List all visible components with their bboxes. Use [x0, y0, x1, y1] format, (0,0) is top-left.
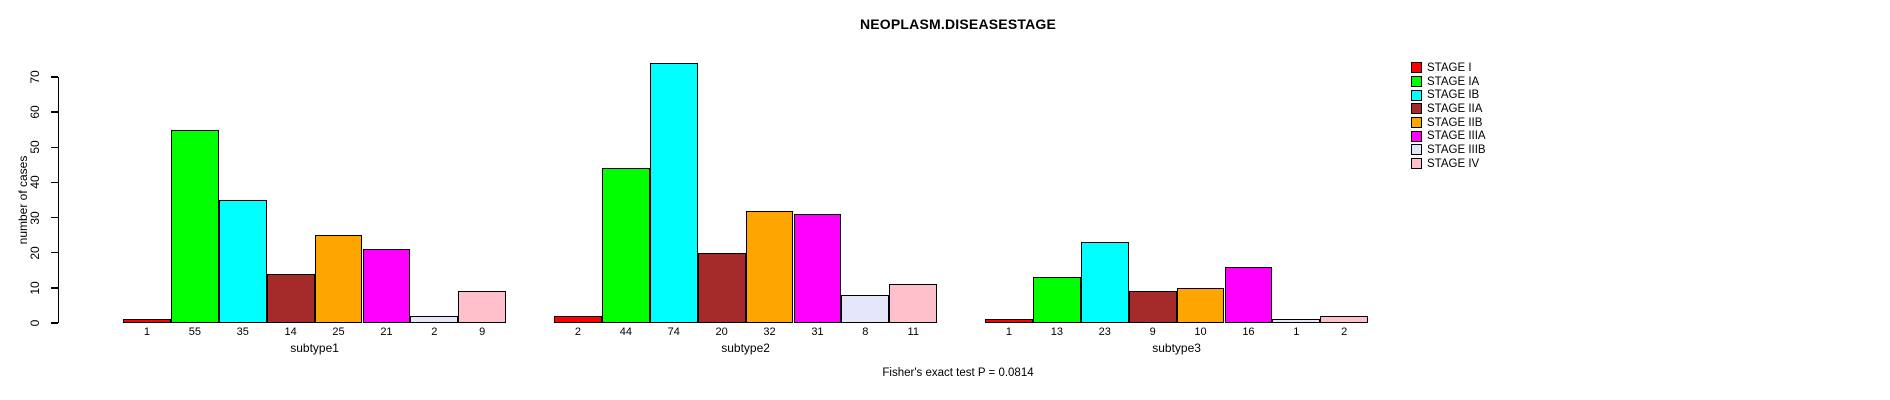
- bar-subtype3-stage-iv: [1320, 315, 1369, 323]
- y-axis-tick-label: 70: [28, 70, 42, 84]
- bar-subtype3-stage-ib: [1080, 242, 1129, 323]
- bar-value-label: 20: [715, 326, 728, 338]
- y-axis-tick-label: 20: [28, 246, 42, 260]
- legend-swatch: [1411, 76, 1422, 88]
- bar-value-label: 8: [862, 326, 869, 338]
- y-axis-title: number of cases: [16, 155, 30, 245]
- legend-label: STAGE IIIA: [1427, 130, 1486, 143]
- bar-value-label: 14: [284, 326, 297, 338]
- group-label-subtype2: subtype2: [721, 341, 770, 355]
- legend-item-stage-iib: STAGE IIB: [1411, 116, 1486, 130]
- legend-label: STAGE IIA: [1427, 102, 1483, 115]
- bar-subtype2-stage-iib: [745, 210, 794, 323]
- legend-label: STAGE IIIB: [1427, 143, 1486, 156]
- bar-value-label: 9: [1149, 326, 1156, 338]
- bar-value-label: 9: [479, 326, 486, 338]
- y-axis-tick: [50, 287, 58, 289]
- legend-swatch: [1411, 130, 1422, 142]
- bar-value-label: 16: [1242, 326, 1255, 338]
- y-axis-tick: [50, 322, 58, 324]
- y-axis-tick: [50, 111, 58, 113]
- bar-value-label: 1: [1293, 326, 1300, 338]
- legend-swatch: [1411, 117, 1422, 129]
- legend-swatch: [1411, 62, 1422, 74]
- legend-item-stage-ia: STAGE IA: [1411, 75, 1486, 89]
- legend: STAGE I STAGE IA STAGE IB STAGE IIA STAGE II…: [1411, 61, 1486, 171]
- bar-value-label: 1: [1005, 326, 1012, 338]
- legend-label: STAGE IB: [1427, 89, 1480, 102]
- group-label-subtype3: subtype3: [1152, 341, 1201, 355]
- bar-subtype3-stage-i: [985, 319, 1033, 323]
- y-axis-tick-label: 40: [28, 175, 42, 190]
- bar-subtype3-stage-iiia: [1224, 266, 1273, 323]
- legend-item-stage-iiib: STAGE IIIB: [1411, 143, 1486, 157]
- bar-value-label: 32: [763, 326, 776, 338]
- y-axis-tick-label: 0: [28, 319, 42, 327]
- legend-label: STAGE IA: [1427, 75, 1480, 88]
- bar-subtype2-stage-iia: [697, 252, 746, 323]
- fisher-test-annotation: Fisher's exact test P = 0.0814: [882, 367, 1034, 379]
- bar-value-label: 2: [574, 326, 581, 338]
- bar-value-label: 35: [236, 326, 249, 338]
- bar-subtype2-stage-i: [554, 315, 602, 323]
- bar-subtype2-stage-iv: [889, 284, 938, 323]
- y-axis-tick-label: 60: [28, 105, 42, 119]
- bar-subtype1-stage-iiib: [410, 315, 459, 323]
- y-axis-tick: [50, 251, 58, 254]
- bar-subtype3-stage-iiib: [1272, 319, 1321, 323]
- group-label-subtype1: subtype1: [290, 341, 339, 355]
- y-axis-line: [57, 77, 59, 323]
- bar-value-label: 2: [1341, 326, 1348, 338]
- legend-item-stage-i: STAGE I: [1411, 61, 1486, 75]
- bar-value-label: 23: [1098, 326, 1111, 338]
- legend-item-stage-iv: STAGE IV: [1411, 157, 1486, 171]
- bar-subtype2-stage-iiia: [793, 214, 842, 323]
- bar-subtype2-stage-ia: [601, 168, 650, 323]
- bar-value-label: 44: [619, 326, 632, 338]
- bar-value-label: 31: [811, 326, 824, 338]
- bar-subtype1-stage-iiia: [362, 249, 411, 323]
- legend-swatch: [1411, 103, 1422, 115]
- y-axis-tick: [50, 76, 58, 78]
- bar-subtype1-stage-ia: [170, 129, 219, 323]
- chart-title: NEOPLASM.DISEASESTAGE: [859, 16, 1057, 32]
- legend-item-stage-iia: STAGE IIA: [1411, 102, 1486, 116]
- bar-subtype3-stage-ia: [1032, 277, 1081, 323]
- legend-swatch: [1411, 158, 1422, 170]
- bar-value-label: 2: [431, 326, 438, 338]
- legend-item-stage-iiia: STAGE IIIA: [1411, 129, 1486, 143]
- bar-value-label: 11: [907, 326, 919, 338]
- bar-subtype1-stage-iv: [458, 291, 507, 323]
- y-axis-tick-label: 30: [28, 210, 42, 225]
- bar-subtype3-stage-iia: [1128, 291, 1177, 323]
- bar-value-label: 1: [143, 326, 150, 338]
- y-axis-tick: [50, 181, 58, 184]
- legend-swatch: [1411, 144, 1422, 156]
- y-axis-tick: [50, 146, 58, 149]
- legend-label: STAGE IIB: [1427, 116, 1483, 129]
- y-axis-tick-label: 10: [28, 281, 42, 295]
- bar-value-label: 13: [1050, 326, 1063, 338]
- bar-subtype1-stage-iib: [314, 235, 363, 323]
- legend-label: STAGE IV: [1427, 157, 1480, 170]
- bar-value-label: 55: [188, 326, 201, 338]
- legend-item-stage-ib: STAGE IB: [1411, 88, 1486, 102]
- bar-subtype1-stage-i: [123, 319, 171, 323]
- y-axis-tick-label: 50: [28, 140, 42, 154]
- bar-subtype2-stage-ib: [649, 62, 698, 323]
- legend-label: STAGE I: [1427, 61, 1472, 74]
- legend-swatch: [1411, 89, 1422, 101]
- bar-subtype2-stage-iiib: [841, 294, 890, 323]
- bar-subtype1-stage-ib: [218, 200, 267, 323]
- bar-value-label: 74: [667, 326, 680, 338]
- bar-value-label: 25: [332, 326, 345, 338]
- bar-subtype3-stage-iib: [1176, 287, 1225, 323]
- y-axis-tick: [50, 216, 58, 219]
- bar-subtype1-stage-iia: [266, 273, 315, 323]
- bar-value-label: 21: [380, 326, 393, 338]
- bar-value-label: 10: [1194, 326, 1207, 338]
